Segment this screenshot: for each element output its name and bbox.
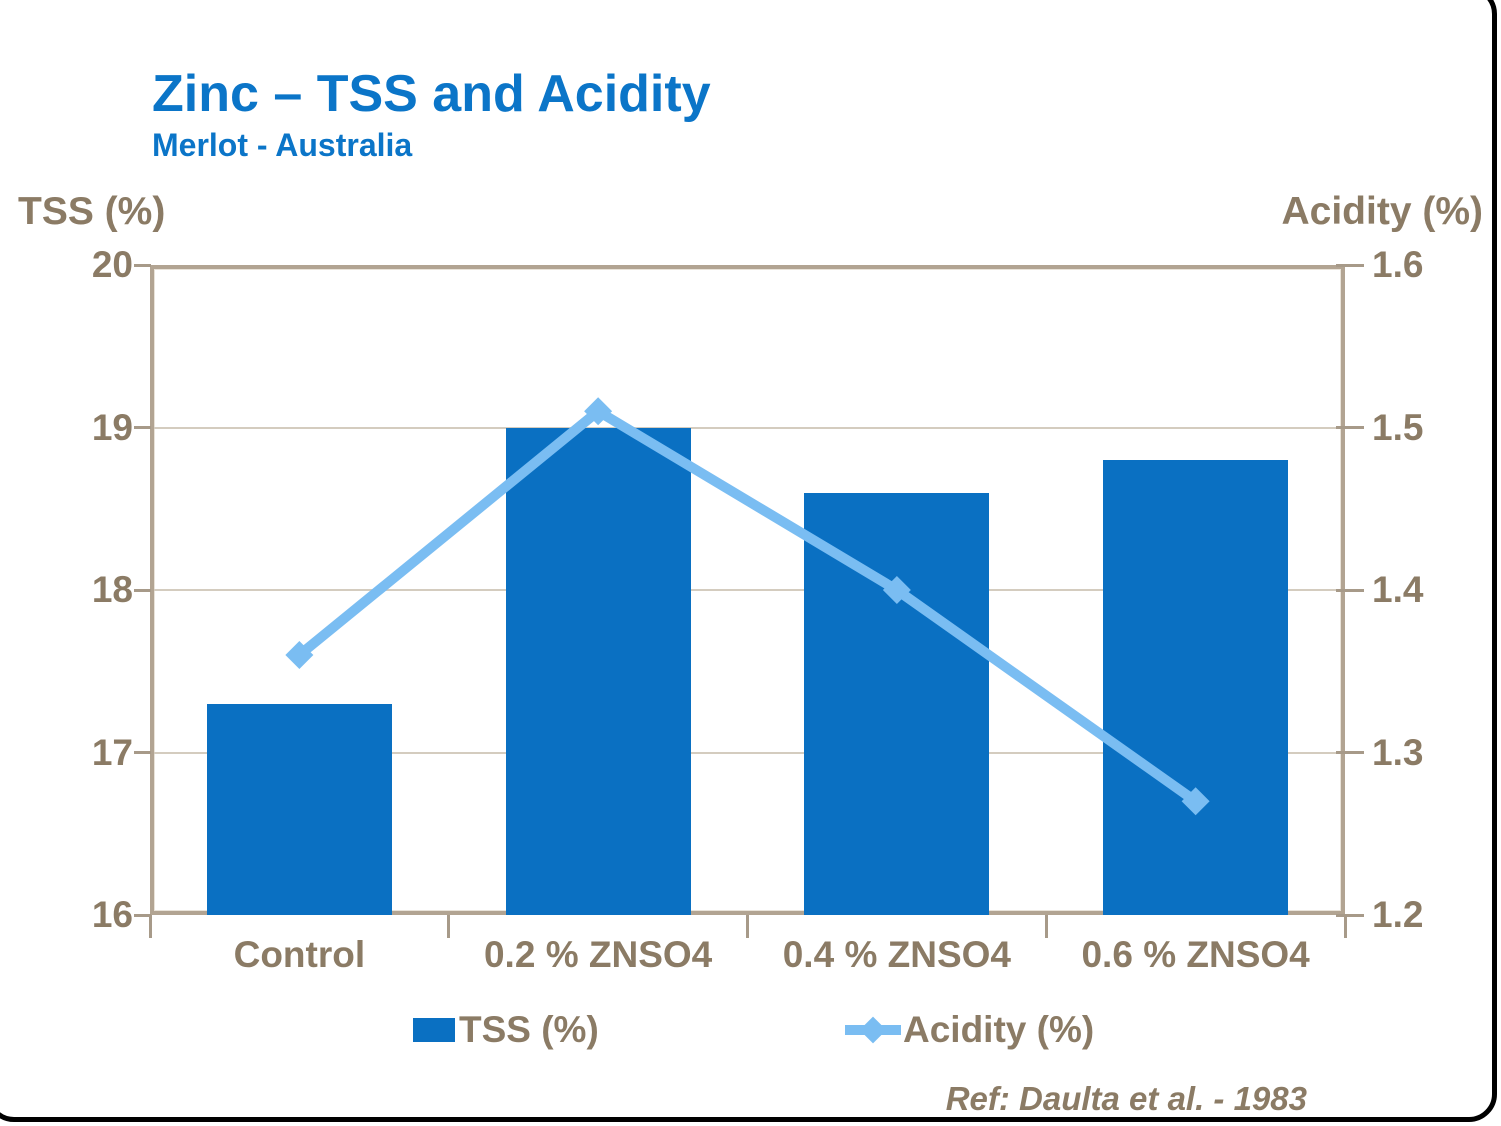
right-tick-mark-1.4 xyxy=(1336,588,1364,592)
right-tick-label-1.4: 1.4 xyxy=(1372,569,1424,610)
tss-bar-swatch-icon xyxy=(413,1018,455,1042)
acidity-line-path xyxy=(296,405,1199,806)
gridline-19 xyxy=(154,426,1341,429)
left-tick-mark-19 xyxy=(134,426,151,429)
left-tick-mark-18 xyxy=(134,588,151,592)
category-label-2: 0.4 % ZNSO4 xyxy=(782,934,1011,975)
legend-label-tss: TSS (%) xyxy=(459,1009,599,1050)
page-subtitle: Merlot - Australia xyxy=(152,127,413,163)
plot-layer xyxy=(150,265,1345,915)
left-tick-label-16: 16 xyxy=(91,894,133,935)
category-label-1: 0.2 % ZNSO4 xyxy=(483,934,713,975)
right-tick-mark-1.6 xyxy=(1336,263,1364,267)
x-axis-tick-2 xyxy=(746,915,749,938)
gridline-18 xyxy=(154,589,1341,591)
x-axis-tick-4 xyxy=(1343,915,1347,938)
x-axis-tick-0 xyxy=(148,915,152,938)
plot-area xyxy=(150,265,1345,915)
left-tick-mark-17 xyxy=(134,751,151,754)
x-axis-tick-1 xyxy=(447,915,451,938)
right-axis-title: Acidity (%) xyxy=(1281,190,1483,233)
legend-label-acidity: Acidity (%) xyxy=(903,1009,1095,1050)
acidity-line-swatch-icon xyxy=(845,1016,901,1044)
right-tick-mark-1.5 xyxy=(1336,426,1364,429)
right-tick-label-1.2: 1.2 xyxy=(1372,894,1424,935)
right-tick-mark-1.3 xyxy=(1336,751,1364,754)
left-tick-label-20: 20 xyxy=(91,244,133,285)
category-label-3: 0.6 % ZNSO4 xyxy=(1081,934,1310,975)
category-label-0: Control xyxy=(233,934,366,975)
legend-item-acidity: Acidity (%) xyxy=(845,1006,1094,1054)
reference-text: Ref: Daulta et al. - 1983 xyxy=(945,1080,1307,1117)
right-tick-label-1.5: 1.5 xyxy=(1372,406,1424,448)
x-axis-tick-3 xyxy=(1044,915,1048,938)
left-tick-mark-16 xyxy=(134,913,151,917)
left-axis-title: TSS (%) xyxy=(18,190,166,233)
right-tick-label-1.6: 1.6 xyxy=(1372,244,1424,285)
acidity-marker-2 xyxy=(882,576,911,604)
legend-item-tss: TSS (%) xyxy=(413,1006,599,1054)
bar-category-0 xyxy=(206,703,392,915)
left-tick-label-18: 18 xyxy=(91,569,133,610)
acidity-marker-1 xyxy=(584,397,613,426)
right-tick-mark-1.2 xyxy=(1336,913,1364,917)
left-tick-label-17: 17 xyxy=(91,731,133,773)
right-tick-label-1.3: 1.3 xyxy=(1372,731,1424,773)
page-title: Zinc – TSS and Acidity xyxy=(152,65,711,123)
acidity-marker-3 xyxy=(1181,787,1210,816)
left-tick-label-19: 19 xyxy=(91,406,133,448)
acidity-diamond-icon xyxy=(859,1016,887,1044)
left-tick-mark-20 xyxy=(134,263,151,267)
bar-category-2 xyxy=(804,492,990,915)
bar-category-1 xyxy=(505,427,691,915)
bar-category-3 xyxy=(1103,460,1289,915)
acidity-marker-0 xyxy=(285,641,314,669)
acidity-line xyxy=(285,397,1210,816)
gridline-17 xyxy=(154,751,1341,754)
